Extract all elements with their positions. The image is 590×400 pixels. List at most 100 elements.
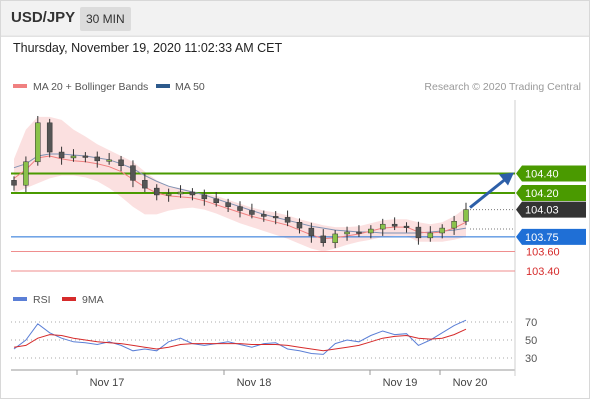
level-label-104-03: 104.03 [525,205,559,217]
candle-body [368,228,374,234]
price-candle [35,115,41,166]
candle-body [249,210,255,215]
price-candle [23,156,29,193]
candle-body [237,206,243,211]
candle-body [296,222,303,229]
price-candle [344,226,350,241]
price-candle [261,210,267,222]
timestamp: Thursday, November 19, 2020 11:02:33 AM … [13,41,283,55]
candle-body [272,216,279,219]
price-candle [94,151,101,168]
price-candle [189,188,196,201]
price-candle [403,222,410,233]
timeframe-button[interactable]: 30 MIN [80,7,131,31]
legend-swatch-ma20 [13,84,27,88]
bollinger-band [14,116,466,252]
price-candle [427,226,434,242]
x-tick-nov-20: Nov 20 [453,377,488,389]
price-candle [249,203,255,219]
candle-body [153,187,160,196]
x-tick-nov-19: Nov 19 [383,377,418,389]
candle-body [308,227,315,237]
candle-body [118,159,124,166]
candle-body [201,194,208,200]
price-candle [82,152,89,163]
legend-ma20-label: MA 20 + Bollinger Bands [33,81,148,93]
candle-body [23,161,29,186]
legend-swatch-ma50 [156,84,170,88]
candle-body [130,165,136,181]
price-candle [284,210,291,227]
price-candle [415,221,422,245]
price-candle [70,149,77,162]
forecast-arrow-line [469,178,506,209]
price-candle [225,198,231,213]
level-label-103-40: 103.40 [526,266,560,278]
price-candle [165,188,172,202]
legend-9ma-label: 9MA [82,294,104,306]
candle-body [82,155,89,158]
candle-body [94,156,101,162]
price-candle [332,230,338,249]
price-candle [106,153,112,165]
price-candle [11,176,17,191]
price-candle [439,224,445,239]
price-candle [463,202,469,226]
level-tag-104-40 [516,165,586,182]
level-label-103-60: 103.60 [526,247,560,259]
price-candle [142,173,148,193]
candle-body [332,233,338,243]
price-candle [451,215,457,235]
rsi-line [13,319,467,355]
rsi-tick-70: 70 [525,317,537,329]
price-candle [177,185,184,198]
candle-body [35,122,41,163]
level-label-103-75: 103.75 [525,232,559,244]
candle-body [356,231,362,234]
price-candle [46,118,53,158]
candle-body [142,180,148,189]
price-candle [308,222,315,243]
candle-body [11,180,17,186]
price-candle [58,146,65,165]
price-candle [296,218,303,234]
price-candle [237,201,243,218]
level-label-104-40: 104.40 [525,169,559,181]
price-candle [272,211,279,225]
candle-body [439,227,445,234]
level-tag-103-75 [516,228,586,245]
candle-body [189,191,196,196]
candle-body [379,223,386,230]
candle-body [391,223,398,227]
candle-body [320,235,327,243]
level-label-104-20: 104.20 [525,188,559,200]
legend-rsi-label: RSI [33,294,51,306]
copyright-label: Research © 2020 Trading Central [424,81,581,93]
forecast-arrow-head [499,172,514,186]
rsi-ma-line [13,328,467,352]
candle-body [344,231,350,235]
candle-body [463,209,469,222]
price-candle [368,225,374,239]
candle-body [261,214,267,217]
price-candle [391,217,398,231]
candle-body [165,193,172,196]
candle-body [46,122,53,153]
candle-body [106,159,112,162]
price-candle [201,189,208,206]
candle-body [415,226,422,239]
price-candle [118,155,124,172]
rsi-tick-30: 30 [525,353,537,365]
candle-body [427,232,434,239]
candle-body [70,155,77,159]
legend-swatch-9ma [62,297,76,301]
x-tick-nov-18: Nov 18 [237,377,272,389]
candle-body [177,191,184,195]
price-candle [379,218,386,236]
candle-body [403,225,410,228]
level-tag-104-20 [516,185,586,201]
price-candle [130,160,136,188]
candle-body [284,217,291,223]
